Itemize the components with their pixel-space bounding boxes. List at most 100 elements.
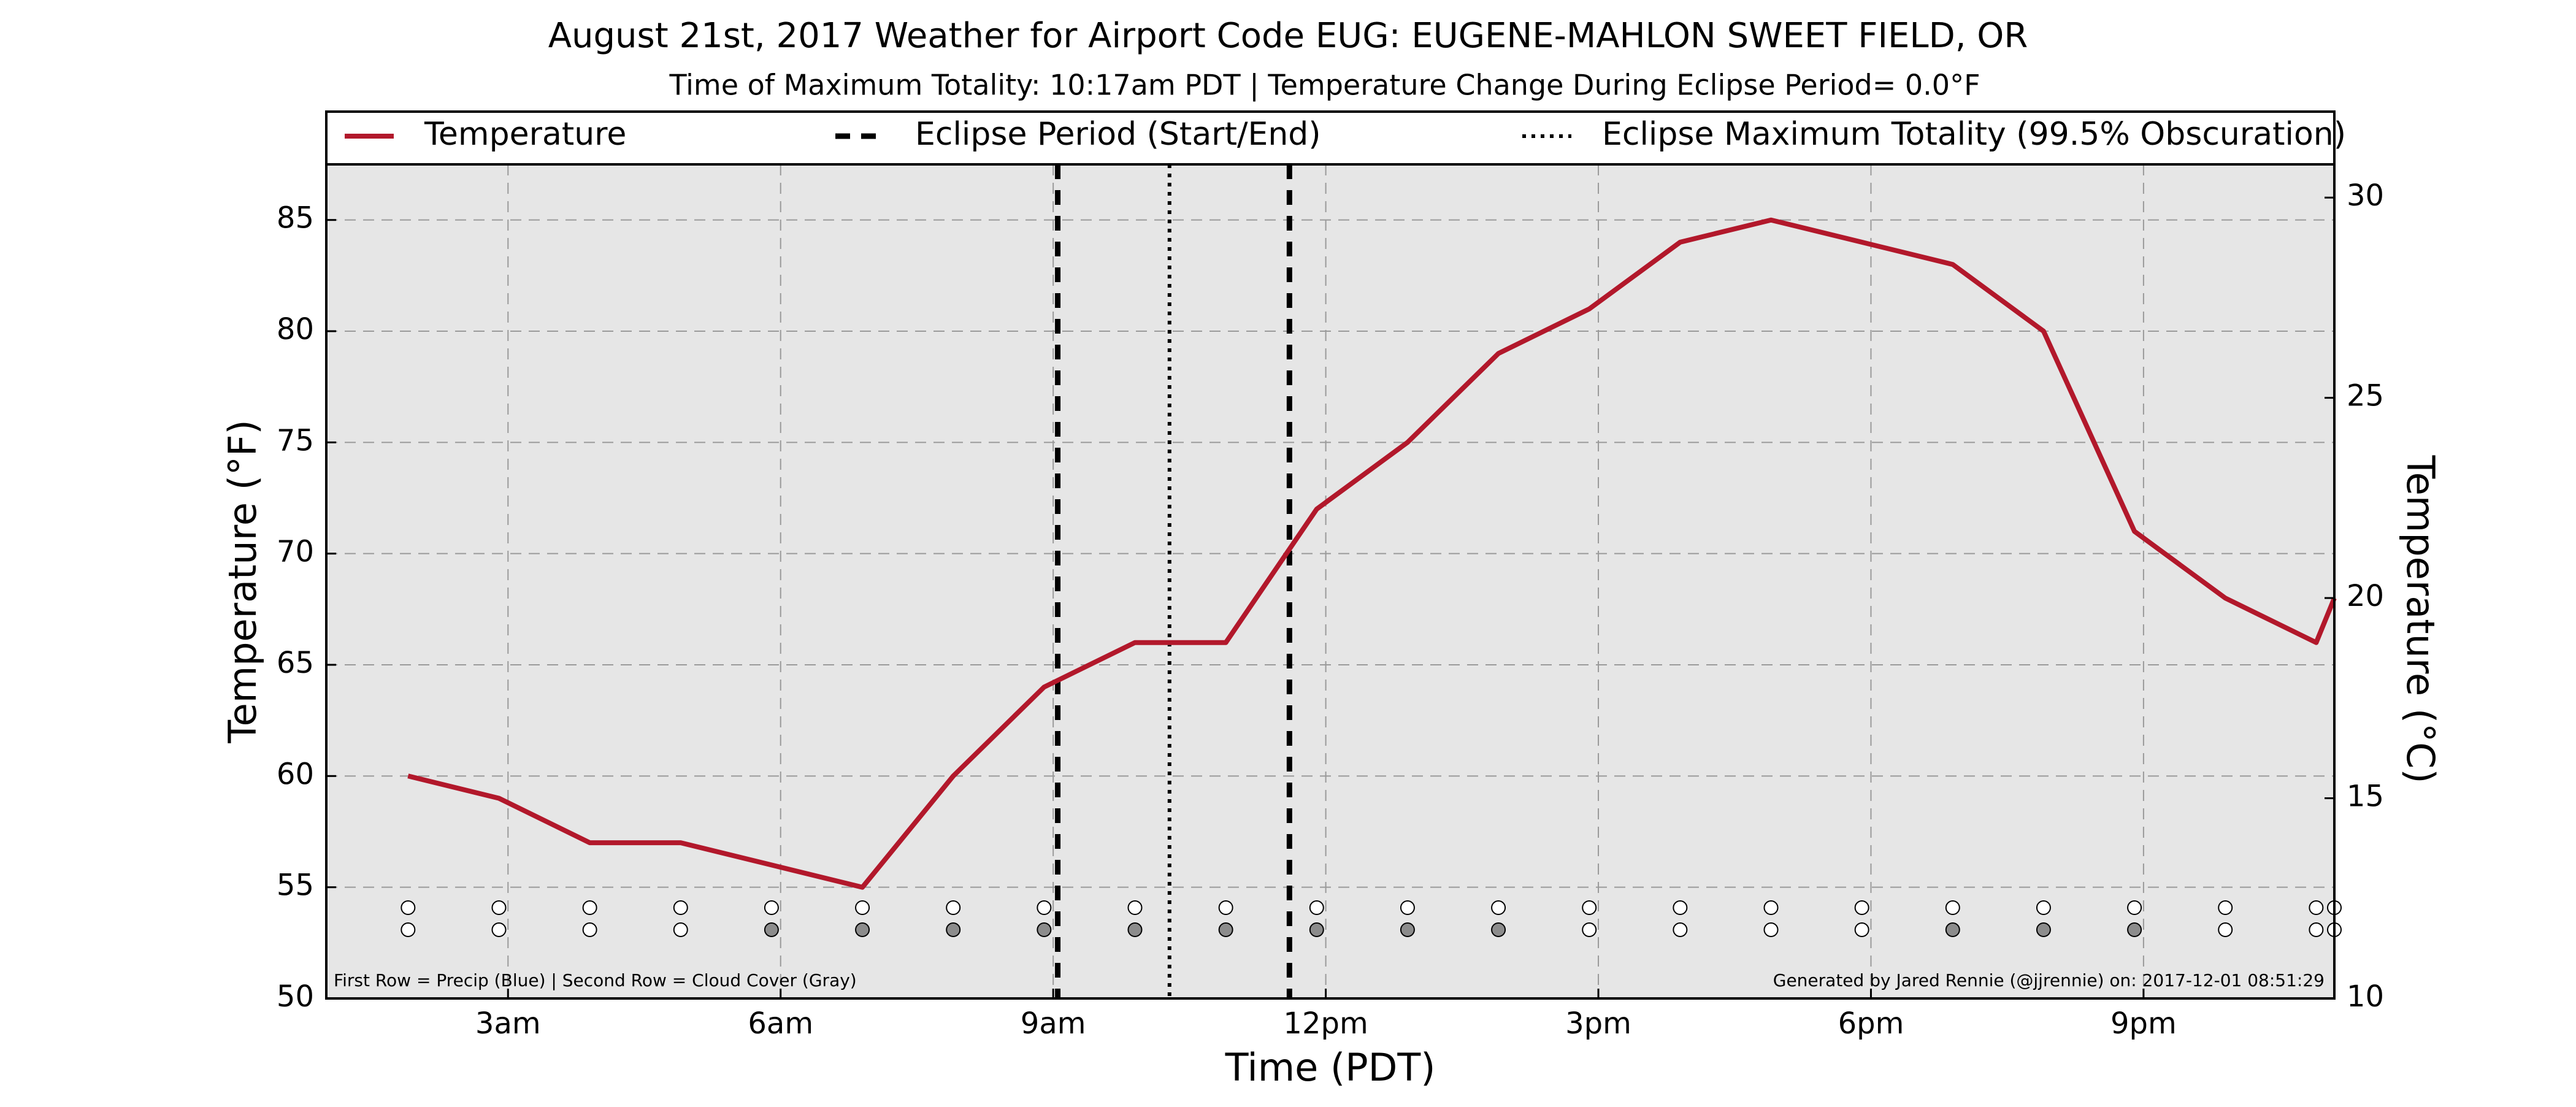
x-tick-label: 9am bbox=[1021, 1006, 1086, 1041]
cloud-cover-marker bbox=[1673, 922, 1688, 937]
legend-box bbox=[325, 110, 2336, 166]
precip-marker bbox=[1945, 900, 1960, 915]
temperature-point bbox=[952, 775, 954, 777]
cloud-cover-marker bbox=[2127, 922, 2142, 937]
legend-temperature-label: Temperature bbox=[424, 116, 626, 153]
x-tick-label: 3pm bbox=[1565, 1006, 1631, 1041]
cloud-cover-marker bbox=[491, 922, 507, 937]
cloud-cover-marker bbox=[1491, 922, 1506, 937]
temperature-point bbox=[2315, 642, 2317, 644]
cloud-cover-marker bbox=[1945, 922, 1960, 937]
cloud-cover-marker bbox=[2309, 922, 2324, 937]
y-axis-label: Temperature (°F) bbox=[220, 419, 265, 743]
axes: 50 55 60 65 70 75 80 85 10 15 20 25 30 3am 6am 9am 12pm 3… bbox=[277, 178, 2384, 1041]
temperature-point bbox=[2224, 597, 2226, 599]
precip-marker bbox=[1854, 900, 1869, 915]
y-right-tick-label: 15 bbox=[2347, 779, 2384, 814]
footer-right-note: Generated by Jared Rennie (@jjrennie) on… bbox=[1773, 970, 2325, 990]
y-right-tick-label: 20 bbox=[2347, 579, 2384, 613]
cloud-cover-marker bbox=[1582, 922, 1597, 937]
precip-marker bbox=[1037, 900, 1052, 915]
cloud-cover-marker bbox=[673, 922, 688, 937]
precip-marker bbox=[2218, 900, 2233, 915]
temperature-point bbox=[1316, 508, 1318, 510]
cloud-cover-marker bbox=[1127, 922, 1143, 937]
y-tick-label: 75 bbox=[277, 423, 314, 458]
y-right-tick-label: 10 bbox=[2347, 979, 2384, 1014]
temperature-point bbox=[680, 841, 682, 844]
x-axis-label: Time (PDT) bbox=[1225, 1045, 1436, 1090]
temperature-point bbox=[861, 886, 864, 889]
y-right-tick-label: 30 bbox=[2347, 178, 2384, 213]
cloud-cover-marker bbox=[1218, 922, 1233, 937]
precip-marker bbox=[1218, 900, 1233, 915]
plot-area bbox=[326, 164, 2334, 998]
precip-marker bbox=[2309, 900, 2324, 915]
footer-left-note: First Row = Precip (Blue) | Second Row =… bbox=[334, 970, 857, 990]
precip-marker bbox=[946, 900, 961, 915]
temperature-point bbox=[589, 841, 591, 844]
legend-eclipse-max-label: Eclipse Maximum Totality (99.5% Obscurat… bbox=[1602, 116, 2346, 153]
precip-marker bbox=[401, 900, 416, 915]
temperature-point bbox=[1133, 642, 1136, 644]
precip-marker bbox=[855, 900, 870, 915]
temperature-point bbox=[1952, 263, 1954, 266]
cloud-cover-marker bbox=[764, 922, 779, 937]
y-tick-label: 65 bbox=[277, 646, 314, 680]
x-tick-label: 3am bbox=[475, 1006, 541, 1041]
y-axis-right-label: Temperature (°C) bbox=[2398, 454, 2443, 783]
precip-marker bbox=[1400, 900, 1415, 915]
precip-marker bbox=[582, 900, 597, 915]
precip-marker bbox=[764, 900, 779, 915]
temperature-point bbox=[407, 775, 409, 777]
temperature-point bbox=[770, 864, 773, 866]
y-tick-label: 60 bbox=[277, 757, 314, 791]
eclipse-lines bbox=[1055, 164, 1292, 998]
cloud-cover-marker bbox=[855, 922, 870, 937]
y-tick-label: 50 bbox=[277, 979, 314, 1014]
precip-marker bbox=[2036, 900, 2051, 915]
cloud-cover-marker bbox=[401, 922, 416, 937]
precip-marker bbox=[673, 900, 688, 915]
x-tick-label: 6pm bbox=[1838, 1006, 1904, 1041]
precip-marker bbox=[1127, 900, 1143, 915]
temperature-point bbox=[1588, 308, 1590, 310]
x-tick-label: 9pm bbox=[2110, 1006, 2177, 1041]
cloud-cover-marker bbox=[2036, 922, 2051, 937]
precip-marker bbox=[1582, 900, 1597, 915]
cloud-cover-marker bbox=[946, 922, 961, 937]
temperature-point bbox=[1770, 219, 1773, 221]
cloud-cover-marker bbox=[1400, 922, 1415, 937]
cloud-cover-marker bbox=[1037, 922, 1052, 937]
y-tick-label: 70 bbox=[277, 535, 314, 569]
temperature-point bbox=[1043, 686, 1045, 688]
condition-markers bbox=[401, 900, 2342, 937]
temperature-point bbox=[2133, 530, 2136, 532]
temperature-point bbox=[1679, 241, 1681, 243]
precip-marker bbox=[1491, 900, 1506, 915]
temperature-point bbox=[1497, 352, 1500, 354]
precip-marker bbox=[1309, 900, 1324, 915]
temperature-point bbox=[497, 797, 500, 800]
temperature-point bbox=[1861, 241, 1863, 243]
temperature-series bbox=[407, 217, 2337, 890]
precip-marker bbox=[1763, 900, 1779, 915]
y-tick-label: 55 bbox=[277, 868, 314, 903]
x-tick-label: 12pm bbox=[1283, 1006, 1368, 1041]
cloud-cover-marker bbox=[582, 922, 597, 937]
chart-title: August 21st, 2017 Weather for Airport Co… bbox=[548, 16, 2028, 56]
x-tick-label: 6am bbox=[748, 1006, 813, 1041]
legend-eclipse-period-label: Eclipse Period (Start/End) bbox=[915, 116, 1321, 153]
temperature-line bbox=[407, 217, 2337, 890]
legend: Temperature Eclipse Period (Start/End) E… bbox=[325, 110, 2346, 166]
precip-marker bbox=[491, 900, 507, 915]
temperature-point bbox=[1406, 441, 1409, 443]
y-right-tick-label: 25 bbox=[2347, 379, 2384, 413]
cloud-cover-marker bbox=[1309, 922, 1324, 937]
cloud-cover-marker bbox=[1854, 922, 1869, 937]
precip-marker bbox=[1673, 900, 1688, 915]
cloud-cover-marker bbox=[1763, 922, 1779, 937]
chart-subtitle: Time of Maximum Totality: 10:17am PDT | … bbox=[669, 69, 1980, 102]
